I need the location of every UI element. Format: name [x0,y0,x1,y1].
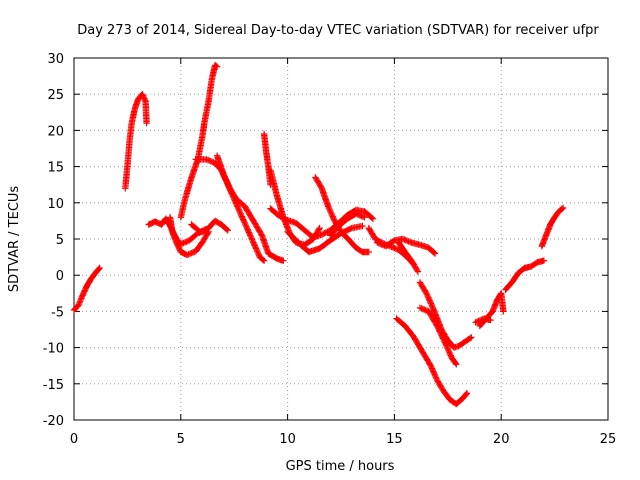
series-arc-12 [284,222,366,256]
series-arc-1 [70,264,103,314]
y-tick-label: -20 [43,414,64,429]
data-point-markers [284,222,366,256]
data-point-markers [393,315,471,408]
y-tick-label: 20 [47,124,64,139]
y-tick-label: 5 [56,233,64,248]
series-arc-6 [188,217,231,235]
axis-ticks [73,57,609,421]
data-point-markers [476,290,507,330]
grid-lines [74,58,608,420]
data-point-markers [192,156,268,264]
y-tick-label: 0 [56,269,64,284]
data-point-markers [188,217,231,235]
y-tick-label: -15 [43,378,64,393]
x-tick-label: 5 [177,432,185,447]
series-arc-8 [213,152,287,264]
data-point-markers [177,62,221,221]
chart-title: Day 273 of 2014, Sidereal Day-to-day VTE… [77,23,599,38]
y-axis-label: SDTVAR / TECUs [7,186,22,293]
series-arc-20 [393,315,471,408]
series-arc-2 [122,91,150,192]
series-arc-17 [395,239,422,275]
y-tick-labels: -20 -15 -10 -5 0 5 10 15 20 25 30 [43,52,64,429]
data-point-markers [213,152,287,264]
y-tick-label: -10 [43,342,64,357]
series-arc-21 [476,290,507,330]
data-point-markers [70,264,103,314]
x-axis-label: GPS time / hours [286,459,395,474]
data-point-markers [374,235,439,257]
x-tick-label: 20 [493,432,510,447]
y-tick-label: 15 [47,161,64,176]
x-tick-label: 15 [386,432,403,447]
x-tick-label: 25 [600,432,617,447]
data-point-markers [538,204,567,250]
series-arc-22 [472,315,494,326]
x-tick-label: 10 [279,432,296,447]
series-arc-23 [502,257,548,293]
data-point-markers [416,304,460,368]
series-arc-14 [327,210,368,239]
data-point-markers [166,214,212,259]
series-arc-24 [538,204,567,250]
y-tick-label: -5 [51,305,64,320]
x-tick-labels: 0 5 10 15 20 25 [70,432,616,447]
data-point-markers [395,239,422,275]
y-tick-label: 25 [47,88,64,103]
series-arc-7 [192,156,268,264]
data-point-markers [472,315,494,326]
series-arc-19 [416,304,460,368]
series-arc-5 [177,62,221,221]
series-arc-16 [374,235,439,257]
data-point-markers [327,210,368,239]
data-marks [70,62,567,408]
y-tick-label: 10 [47,197,64,212]
series-arc-4 [166,214,212,259]
data-point-markers [502,257,548,293]
data-point-markers [122,91,150,192]
x-tick-label: 0 [70,432,78,447]
y-tick-label: 30 [47,52,64,67]
